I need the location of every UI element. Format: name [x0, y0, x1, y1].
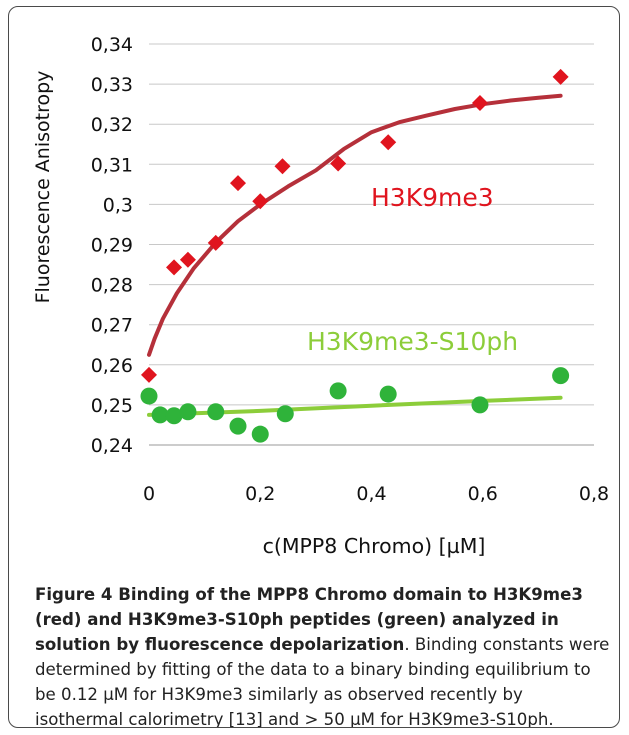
- x-tick-label: 0,4: [356, 483, 386, 505]
- y-tick-label: 0,25: [91, 395, 133, 417]
- fit-curve-0: [147, 93, 563, 357]
- data-point-circle: [207, 403, 225, 421]
- data-point-diamond: [230, 175, 246, 192]
- y-tick-label: 0,29: [91, 235, 133, 257]
- data-point-circle: [276, 405, 294, 423]
- y-tick-label: 0,33: [91, 74, 133, 96]
- data-point-diamond: [179, 251, 196, 268]
- x-tick-label: 0,8: [579, 483, 609, 505]
- data-point-diamond: [252, 193, 269, 210]
- y-tick-label: 0,26: [91, 355, 133, 377]
- data-point-circle: [140, 387, 158, 405]
- y-tick-label: 0,27: [91, 315, 133, 337]
- data-points: [140, 68, 570, 443]
- y-tick-label: 0,34: [91, 34, 133, 56]
- data-point-diamond: [552, 68, 569, 85]
- chart: 0,24 0,25 0,26 0,27 0,28 0,29 0,3 0,31 0,32 0,33 0…: [32, 34, 609, 558]
- y-tick-labels: 0,24 0,25 0,26 0,27 0,28 0,29 0,3 0,31 0,32 0,33 0…: [91, 34, 133, 457]
- y-axis-label: Fluorescence Anisotropy: [32, 71, 54, 304]
- data-point-circle: [179, 403, 197, 421]
- y-tick-label: 0,32: [91, 114, 133, 136]
- figure-caption: Figure 4 Binding of the MPP8 Chromo doma…: [35, 582, 610, 728]
- x-axis-label: c(MPP8 Chromo) [µM]: [263, 534, 486, 558]
- data-point-circle: [151, 406, 169, 424]
- x-tick-labels: 0 0,2 0,4 0,6 0,8: [143, 483, 609, 505]
- data-point-diamond: [274, 158, 291, 175]
- caption-body: . Binding constants were determined by f…: [35, 635, 610, 728]
- y-tick-label: 0,3: [103, 194, 133, 216]
- data-point-circle: [251, 425, 269, 443]
- fit-curves: [147, 93, 563, 417]
- data-point-diamond: [166, 259, 183, 276]
- y-tick-label: 0,24: [91, 435, 133, 457]
- x-tick-label: 0,2: [245, 483, 275, 505]
- data-point-circle: [379, 385, 397, 403]
- x-tick-label: 0,6: [468, 483, 498, 505]
- series-label-h3k9me3-s10ph: H3K9me3-S10ph: [307, 327, 518, 356]
- data-point-diamond: [471, 94, 488, 111]
- figure-frame: 0,24 0,25 0,26 0,27 0,28 0,29 0,3 0,31 0,32 0,33 0…: [8, 6, 620, 728]
- grid-lines: [149, 43, 594, 446]
- data-point-circle: [471, 396, 489, 414]
- data-point-diamond: [207, 234, 224, 251]
- x-tick-label: 0: [143, 483, 155, 505]
- data-point-diamond: [380, 134, 397, 151]
- caption-title: Figure 4 Binding of the MPP8 Chromo doma…: [35, 585, 583, 654]
- data-point-circle: [229, 417, 247, 435]
- data-point-diamond: [141, 366, 157, 383]
- data-point-circle: [329, 382, 347, 400]
- data-point-circle: [552, 367, 570, 385]
- y-tick-label: 0,31: [91, 154, 133, 176]
- series-label-h3k9me3: H3K9me3: [371, 183, 494, 212]
- data-point-circle: [165, 407, 183, 425]
- data-point-diamond: [330, 155, 347, 172]
- y-tick-label: 0,28: [91, 275, 133, 297]
